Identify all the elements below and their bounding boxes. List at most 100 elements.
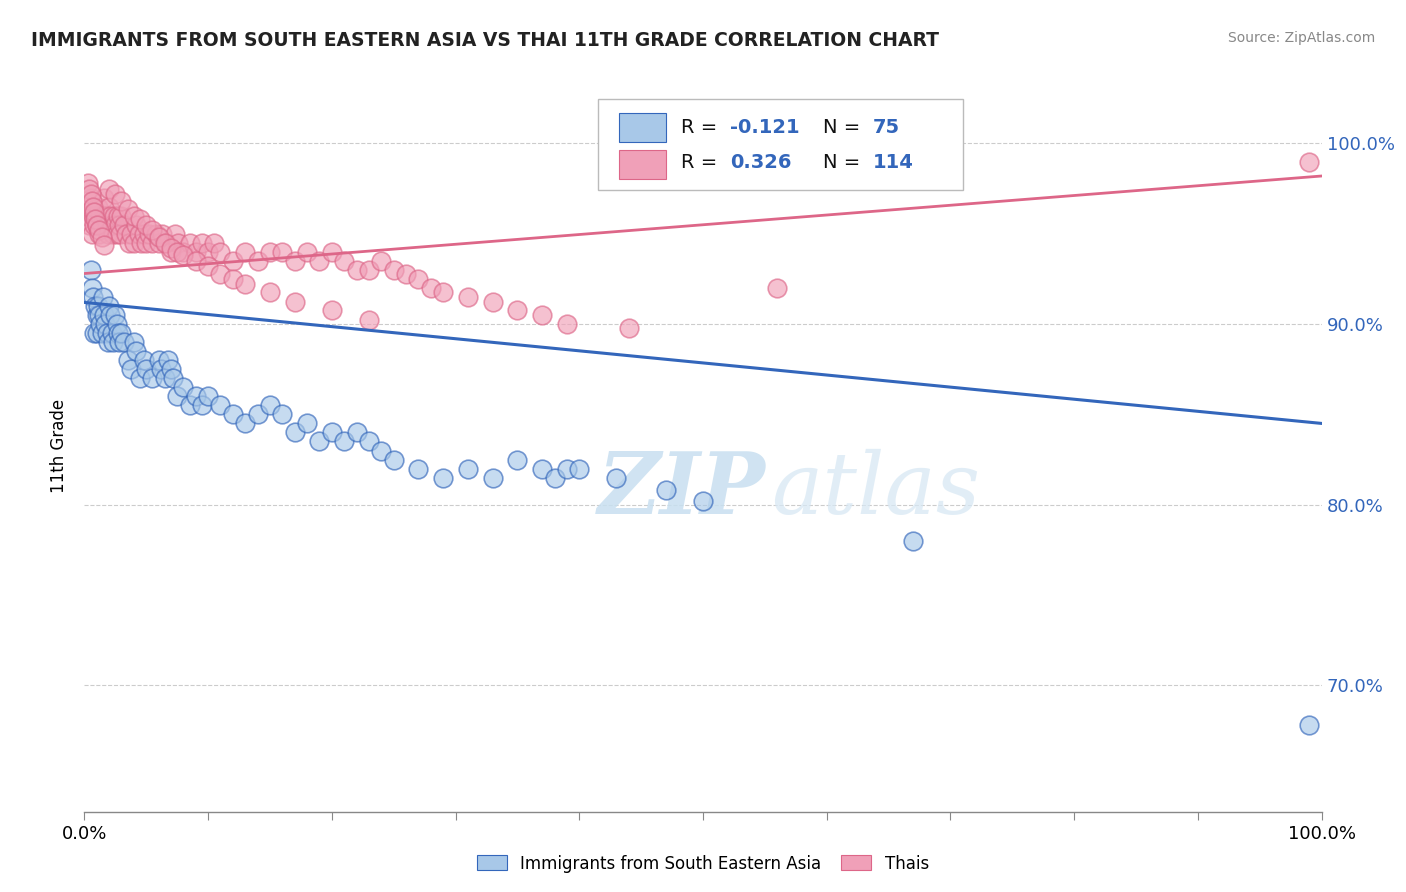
Point — [122, 209, 145, 223]
Point — [100, 218, 122, 232]
Point — [197, 389, 219, 403]
Point — [80, 194, 103, 209]
Point — [82, 209, 104, 223]
Point — [346, 263, 368, 277]
Point — [481, 470, 503, 484]
Point — [90, 326, 112, 340]
Point — [117, 202, 139, 216]
Point — [104, 308, 127, 322]
Point — [94, 317, 117, 331]
Point — [655, 483, 678, 498]
Point — [86, 326, 108, 340]
Point — [97, 335, 120, 350]
Point — [155, 235, 177, 250]
Point — [96, 218, 118, 232]
Point — [86, 218, 108, 232]
Text: N =: N = — [823, 118, 866, 136]
Point — [135, 235, 157, 250]
Point — [79, 181, 101, 195]
Point — [357, 313, 380, 327]
Point — [115, 227, 138, 241]
Point — [103, 209, 125, 223]
Point — [83, 326, 105, 340]
Point — [110, 326, 132, 340]
Point — [112, 335, 135, 350]
Point — [135, 218, 157, 232]
Point — [531, 461, 554, 475]
Point — [903, 533, 925, 548]
Point — [432, 470, 454, 484]
Point — [408, 461, 430, 475]
Point — [129, 235, 152, 250]
Point — [104, 218, 127, 232]
FancyBboxPatch shape — [598, 99, 963, 190]
Point — [506, 452, 529, 467]
Point — [148, 235, 170, 250]
Point — [101, 335, 124, 350]
Point — [110, 209, 132, 223]
Point — [184, 389, 207, 403]
Point — [295, 244, 318, 259]
Point — [184, 244, 207, 259]
Point — [271, 244, 294, 259]
Point — [370, 443, 392, 458]
Point — [138, 227, 160, 241]
Point — [120, 362, 142, 376]
Point — [209, 398, 232, 412]
Point — [419, 281, 441, 295]
Point — [766, 281, 789, 295]
Point — [457, 290, 479, 304]
Point — [172, 380, 194, 394]
Point — [233, 277, 256, 292]
Text: R =: R = — [681, 153, 723, 171]
Point — [128, 227, 150, 241]
Point — [100, 326, 122, 340]
Point — [89, 223, 111, 237]
Point — [432, 285, 454, 299]
Point — [233, 244, 256, 259]
Point — [122, 235, 145, 250]
Point — [91, 290, 114, 304]
Point — [179, 235, 201, 250]
Point — [77, 176, 100, 190]
Point — [117, 353, 139, 368]
Point — [555, 461, 578, 475]
Point — [246, 408, 269, 422]
Text: ZIP: ZIP — [598, 448, 766, 532]
Point — [271, 408, 294, 422]
Point — [531, 308, 554, 322]
Point — [284, 295, 307, 310]
Point — [148, 230, 170, 244]
Point — [148, 353, 170, 368]
Point — [259, 398, 281, 412]
Point — [105, 317, 128, 331]
Point — [110, 194, 132, 209]
Point — [172, 248, 194, 262]
Point — [166, 389, 188, 403]
Point — [153, 235, 176, 250]
Point — [98, 200, 121, 214]
Point — [84, 209, 107, 223]
Point — [132, 227, 155, 241]
Text: 75: 75 — [873, 118, 900, 136]
Point — [89, 209, 111, 223]
Point — [191, 235, 214, 250]
Point — [80, 227, 103, 241]
Point — [506, 302, 529, 317]
Bar — [619, 150, 666, 179]
Point — [141, 223, 163, 237]
Text: R =: R = — [681, 118, 723, 136]
Point — [97, 227, 120, 241]
Point — [89, 227, 111, 241]
Point — [132, 353, 155, 368]
Point — [617, 320, 640, 334]
Point — [107, 209, 129, 223]
Point — [160, 244, 183, 259]
Point — [79, 218, 101, 232]
Point — [157, 353, 180, 368]
Point — [150, 227, 173, 241]
Point — [150, 362, 173, 376]
Point — [94, 209, 117, 223]
Point — [135, 362, 157, 376]
Point — [179, 398, 201, 412]
